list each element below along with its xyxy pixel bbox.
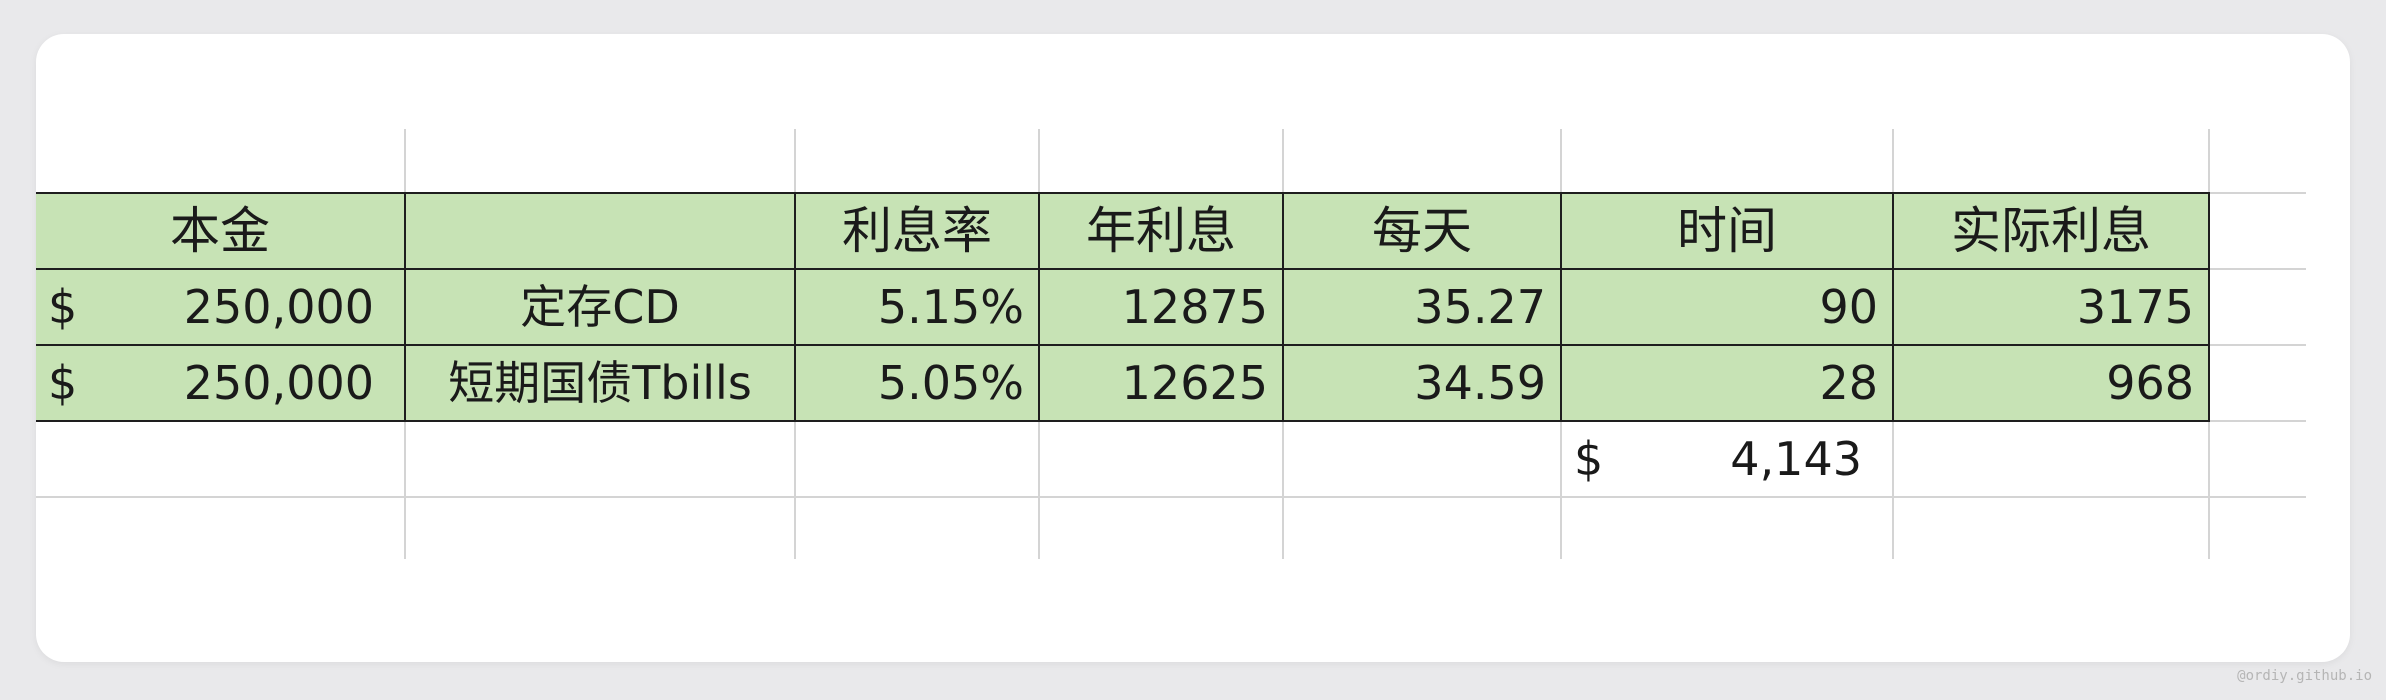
total-value[interactable]: 4,143 [1730, 432, 1862, 486]
screenshot-card: 本金 利息率 年利息 每天 时间 实际利息 $ 250,000 定存CD 5.1… [36, 34, 2350, 662]
row2-principal[interactable]: 250,000 [183, 356, 374, 410]
border-h [36, 192, 2210, 194]
border-h [36, 344, 2210, 346]
row1-actual-interest[interactable]: 3175 [2076, 280, 2194, 334]
header-actual-interest[interactable]: 实际利息 [1951, 202, 2151, 260]
header-rate[interactable]: 利息率 [842, 202, 992, 260]
border-h [36, 268, 2210, 270]
header-annual-interest[interactable]: 年利息 [1086, 202, 1236, 260]
row1-product[interactable]: 定存CD [520, 280, 680, 334]
spreadsheet-grid: 本金 利息率 年利息 每天 时间 实际利息 $ 250,000 定存CD 5.1… [36, 34, 2350, 662]
row2-days[interactable]: 28 [1819, 356, 1878, 410]
border-v [1560, 192, 1562, 422]
row2-daily[interactable]: 34.59 [1414, 356, 1546, 410]
border-h [36, 420, 2210, 422]
header-fill [36, 192, 2210, 422]
header-principal[interactable]: 本金 [170, 202, 270, 260]
row2-actual-interest[interactable]: 968 [2106, 356, 2194, 410]
header-product[interactable] [406, 193, 794, 269]
border-v [1038, 192, 1040, 422]
watermark: @ordiy.github.io [2237, 668, 2372, 684]
border-v [1282, 192, 1284, 422]
total-currency: $ [1574, 432, 1604, 486]
row1-days[interactable]: 90 [1819, 280, 1878, 334]
header-daily[interactable]: 每天 [1372, 202, 1472, 260]
border-v [2208, 192, 2210, 422]
row1-currency: $ [48, 280, 78, 334]
gridline-h [36, 496, 2306, 498]
row1-principal[interactable]: 250,000 [183, 280, 374, 334]
row1-annual-interest[interactable]: 12875 [1121, 280, 1268, 334]
row2-rate[interactable]: 5.05% [877, 356, 1024, 410]
border-v [404, 192, 406, 422]
row2-product[interactable]: 短期国债Tbills [448, 356, 752, 410]
border-v [794, 192, 796, 422]
row1-rate[interactable]: 5.15% [877, 280, 1024, 334]
header-days[interactable]: 时间 [1677, 202, 1777, 260]
row2-currency: $ [48, 356, 78, 410]
row1-daily[interactable]: 35.27 [1414, 280, 1546, 334]
border-v [1892, 192, 1894, 422]
row2-annual-interest[interactable]: 12625 [1121, 356, 1268, 410]
